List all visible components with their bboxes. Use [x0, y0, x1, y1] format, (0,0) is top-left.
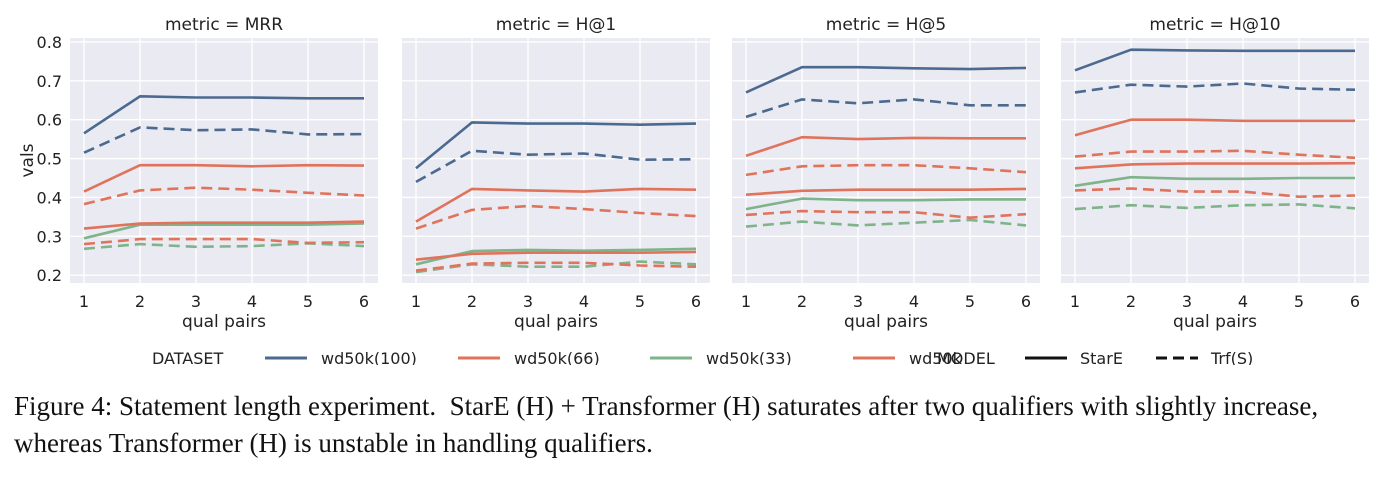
series-line-wd50k-trfs: [1074, 187, 1356, 198]
x-axis-label: qual pairs: [514, 312, 598, 332]
series-line-wd50k33-stare: [745, 197, 1026, 211]
series-line-wd50k-stare: [415, 250, 697, 261]
series-line-wd50k33-trfs: [745, 218, 1027, 228]
legend-item-label: wd50k(66): [514, 349, 600, 365]
y-axis-label: vals: [18, 143, 38, 177]
x-tick-label: 4: [247, 292, 257, 311]
x-tick-label: 5: [635, 292, 645, 311]
series-line-wd50k33-stare: [83, 222, 365, 240]
series-line-wd50k-trfs: [415, 261, 697, 272]
panel-title: metric = H@1: [496, 15, 616, 35]
series-line-wd50k33-trfs: [415, 260, 697, 274]
y-tick-label: 0.8: [37, 33, 62, 52]
x-tick-label: 1: [741, 292, 751, 311]
series-line-wd50k100-trfs: [745, 98, 1026, 119]
x-tick-label: 3: [1182, 292, 1192, 311]
x-tick-label: 6: [691, 292, 701, 311]
x-tick-label: 6: [1350, 292, 1360, 311]
series-line-wd50k-stare: [83, 220, 365, 230]
y-tick-label: 0.6: [37, 111, 62, 130]
legend: DATASET wd50k(100) wd50k(66) wd50k(33) wd50k…: [152, 349, 1253, 365]
y-tick-label: 0.4: [37, 188, 62, 207]
series-line-wd50k66-trfs: [1074, 149, 1356, 160]
panel-2: 1 2 3 4 5 6 metric = H@1 qual pairs: [402, 15, 710, 332]
series-line-wd50k66-stare: [83, 163, 365, 193]
series-line-wd50k33-stare: [415, 247, 697, 266]
x-tick-label: 2: [467, 292, 477, 311]
series-line-wd50k100-stare: [415, 121, 697, 170]
panel-1: 0.2 0.3 0.4 0.5 0.6 0.7 0.8 1 2 3 4 5 6 metric = MRR q…: [37, 15, 378, 332]
panel-title: metric = MRR: [165, 15, 283, 35]
series-line-wd50k-stare: [745, 187, 1027, 196]
panel-background: [732, 38, 1040, 283]
x-axis-label: qual pairs: [1173, 312, 1257, 332]
panel-4: 1 2 3 4 5 6 metric = H@10 qual pairs: [1061, 15, 1369, 332]
panel-3: 1 2 3 4 5 6 metric = H@5 qual pairs: [732, 15, 1040, 332]
series-line-wd50k-trfs: [83, 237, 365, 246]
legend-item-label: wd50k: [909, 349, 963, 365]
x-axis-label: qual pairs: [844, 312, 928, 332]
series-line-wd50k66-stare: [415, 187, 697, 223]
y-tick-label: 0.3: [37, 227, 62, 246]
legend-item-label: wd50k(33): [706, 349, 792, 365]
series-line-wd50k33-trfs: [1074, 203, 1356, 211]
series-line-wd50k100-stare: [83, 95, 364, 135]
x-tick-label: 1: [79, 292, 89, 311]
legend-item-label: StarE: [1080, 349, 1123, 365]
x-axis-label: qual pairs: [182, 312, 266, 332]
x-tick-label: 4: [579, 292, 589, 311]
series-line-wd50k100-trfs: [83, 126, 365, 154]
x-tick-label: 5: [965, 292, 975, 311]
y-tick-label: 0.2: [37, 266, 62, 285]
panel-title: metric = H@5: [826, 15, 946, 35]
series-line-wd50k100-trfs: [415, 149, 697, 184]
caption-text: Statement length experiment. StarE (H) +…: [14, 391, 1325, 458]
y-tick-label: 0.5: [37, 150, 62, 169]
y-tick-label: 0.7: [37, 72, 62, 91]
legend-item-label: wd50k(100): [321, 349, 417, 365]
series-line-wd50k66-stare: [745, 135, 1026, 158]
panel-title: metric = H@10: [1149, 15, 1280, 35]
x-tick-label: 3: [191, 292, 201, 311]
x-tick-label: 5: [303, 292, 313, 311]
series-line-wd50k-stare: [1074, 161, 1356, 170]
series-line-wd50k66-stare: [1074, 118, 1355, 137]
x-tick-label: 4: [1238, 292, 1248, 311]
series-line-wd50k33-trfs: [83, 242, 365, 251]
x-tick-label: 5: [1294, 292, 1304, 311]
x-tick-label: 6: [359, 292, 369, 311]
legend-item-label: Trf(S): [1210, 349, 1253, 365]
legend-title-dataset: DATASET: [152, 349, 223, 365]
series-line-wd50k100-stare: [1074, 48, 1355, 72]
x-tick-label: 1: [411, 292, 421, 311]
series-line-wd50k100-stare: [745, 65, 1027, 94]
x-tick-label: 3: [523, 292, 533, 311]
panel-background: [1061, 38, 1369, 283]
figure-chart: 0.2 0.3 0.4 0.5 0.6 0.7 0.8 1 2 3 4 5 6 metric = MRR q…: [18, 15, 1369, 365]
series-line-wd50k-trfs: [745, 209, 1027, 219]
x-tick-label: 6: [1021, 292, 1031, 311]
x-tick-label: 4: [909, 292, 919, 311]
legend-title-model: MODEL: [937, 349, 995, 365]
series-line-wd50k66-trfs: [745, 163, 1027, 177]
x-tick-label: 1: [1070, 292, 1080, 311]
x-tick-label: 3: [853, 292, 863, 311]
x-tick-label: 2: [135, 292, 145, 311]
x-tick-label: 2: [1126, 292, 1136, 311]
series-line-wd50k66-trfs: [415, 204, 697, 230]
series-line-wd50k100-trfs: [1074, 82, 1356, 94]
x-tick-label: 2: [797, 292, 807, 311]
series-line-wd50k66-trfs: [83, 186, 365, 206]
caption-label: Figure 4:: [14, 391, 119, 421]
series-line-wd50k33-stare: [1074, 175, 1355, 188]
figure-caption: Figure 4: Statement length experiment. S…: [14, 388, 1386, 462]
